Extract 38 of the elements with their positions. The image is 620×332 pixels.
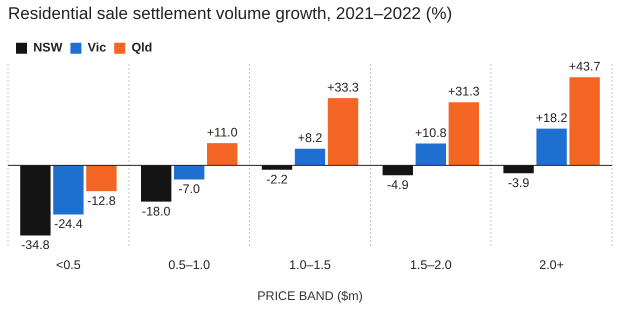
bar [20,165,51,236]
bar [86,165,117,192]
bar [140,165,172,202]
data-label: -4.9 [387,178,409,192]
data-label: +10.8 [414,126,447,140]
x-axis-title: PRICE BAND ($m) [257,288,363,303]
x-tick-label: <0.5 [56,258,81,272]
bar [328,98,358,166]
data-label: -24.4 [54,217,83,232]
bar [536,128,567,166]
legend-label: Vic [88,40,106,55]
data-label: -7.0 [178,182,200,196]
legend-label: Qld [131,40,152,55]
bar [174,165,204,180]
data-label: +8.2 [298,131,322,145]
data-label: +33.3 [327,80,359,94]
data-label: -18.0 [142,204,170,218]
legend-label: NSW [33,40,63,55]
data-label: +31.3 [448,84,480,98]
data-label: -2.2 [266,172,288,186]
data-label: +18.2 [536,110,568,125]
bar [416,144,446,166]
data-label: +11.0 [206,125,238,140]
data-label: -12.8 [87,194,116,208]
bar [382,165,413,176]
bar [207,143,238,166]
chart-title: Residential sale settlement volume growth, 2021–2022 (%) [8,4,452,24]
x-tick-label: 0.5–1.0 [168,258,210,272]
bar [294,148,326,166]
data-label: -3.9 [508,176,530,190]
x-tick-label: 2.0+ [539,258,564,272]
data-label: -34.8 [21,238,50,252]
bar [53,165,84,215]
bar [448,102,480,166]
x-tick-label: 1.0–1.5 [289,258,331,272]
data-label: +43.7 [568,59,600,74]
x-tick-label: 1.5–2.0 [410,258,452,272]
bar [569,77,600,166]
